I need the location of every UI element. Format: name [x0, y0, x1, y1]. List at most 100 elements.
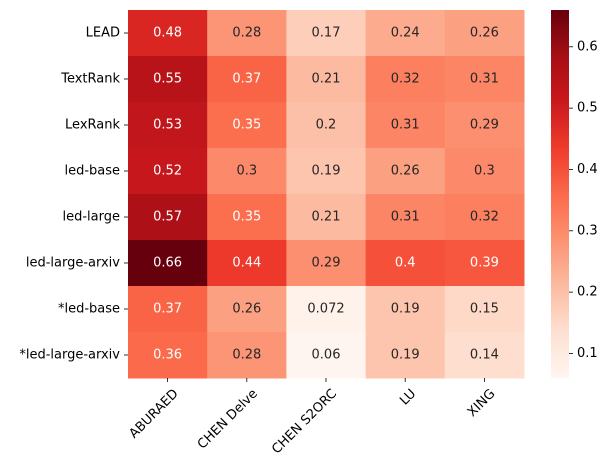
heatmap-cell: [128, 56, 208, 103]
cell-value-label: 0.28: [232, 348, 261, 363]
cell-value-label: 0.32: [470, 210, 499, 225]
heatmap-cell: [128, 240, 208, 287]
x-tick-label: LU: [397, 386, 419, 408]
heatmap-cell: [444, 194, 525, 241]
colorbar-gradient: [551, 10, 569, 378]
heatmap-cell: [286, 240, 367, 287]
cell-value-label: 0.21: [312, 210, 341, 225]
cell-value-label: 0.26: [470, 26, 499, 41]
heatmap-cell: [365, 10, 446, 57]
cell-value-label: 0.24: [391, 26, 420, 41]
heatmap-cell: [444, 102, 525, 149]
cell-value-label: 0.21: [312, 72, 341, 87]
cell-value-label: 0.57: [153, 210, 182, 225]
heatmap-cell: [365, 240, 446, 287]
y-tick-label: TextRank: [60, 72, 120, 87]
cell-value-label: 0.55: [153, 72, 182, 87]
cell-value-label: 0.072: [307, 302, 344, 317]
cell-value-label: 0.3: [236, 164, 257, 179]
colorbar-tick-label: 0.6: [577, 39, 598, 54]
heatmap-cell: [444, 286, 525, 333]
x-tick-label: XING: [465, 386, 499, 420]
cell-value-label: 0.28: [232, 26, 261, 41]
cell-value-label: 0.26: [391, 164, 420, 179]
cell-value-label: 0.37: [153, 302, 182, 317]
heatmap-cell: [207, 332, 287, 379]
heatmap-cell: [128, 10, 208, 57]
heatmap-cell: [207, 240, 287, 287]
heatmap-cell: [207, 56, 287, 103]
heatmap-cells: [128, 10, 525, 379]
heatmap-cell: [286, 194, 367, 241]
heatmap-cell: [207, 10, 287, 57]
y-tick-label: LexRank: [65, 118, 120, 133]
cell-value-label: 0.3: [474, 164, 495, 179]
heatmap-cell: [365, 56, 446, 103]
y-tick-label: *led-base: [58, 302, 120, 317]
heatmap-annotations: 0.48 0.28 0.17 0.24 0.26 0.55 0.37 0.21 0.32 0.31…: [153, 26, 499, 363]
cell-value-label: 0.26: [232, 302, 261, 317]
cell-value-label: 0.06: [312, 348, 341, 363]
colorbar-tick-label: 0.1: [577, 346, 598, 361]
cell-value-label: 0.48: [153, 26, 182, 41]
cell-value-label: 0.4: [395, 256, 416, 271]
y-tick-label: *led-large-arxiv: [19, 348, 120, 363]
heatmap-cell: [207, 286, 287, 333]
heatmap-cell: [444, 240, 525, 287]
cell-value-label: 0.2: [316, 118, 337, 133]
colorbar-tick-label: 0.2: [577, 285, 598, 300]
heatmap-cell: [365, 102, 446, 149]
heatmap-cell: [444, 332, 525, 379]
heatmap-cell: [128, 148, 208, 195]
heatmap-cell: [207, 102, 287, 149]
cell-value-label: 0.14: [470, 348, 499, 363]
cell-value-label: 0.66: [153, 256, 182, 271]
heatmap-cell: [286, 10, 367, 57]
cell-value-label: 0.31: [470, 72, 499, 87]
heatmap-cell: [128, 286, 208, 333]
heatmap-cell: [286, 148, 367, 195]
cell-value-label: 0.15: [470, 302, 499, 317]
colorbar: 0.1 0.2 0.3 0.4 0.5 0.6: [551, 10, 598, 378]
heatmap-cell: [286, 102, 367, 149]
colorbar-tick-label: 0.4: [577, 162, 598, 177]
colorbar-tick-label: 0.5: [577, 101, 598, 116]
heatmap-cell: [365, 148, 446, 195]
y-tick-label: led-large-arxiv: [26, 256, 120, 271]
cell-value-label: 0.19: [391, 302, 420, 317]
cell-value-label: 0.19: [391, 348, 420, 363]
cell-value-label: 0.37: [232, 72, 261, 87]
cell-value-label: 0.31: [391, 118, 420, 133]
cell-value-label: 0.17: [312, 26, 341, 41]
cell-value-label: 0.52: [153, 164, 182, 179]
y-tick-label: LEAD: [86, 26, 120, 41]
heatmap-cell: [128, 332, 208, 379]
heatmap-cell: [365, 194, 446, 241]
cell-value-label: 0.35: [232, 118, 261, 133]
heatmap-cell: [207, 148, 287, 195]
heatmap-cell: [128, 194, 208, 241]
heatmap-cell: [207, 194, 287, 241]
heatmap-cell: [444, 10, 525, 57]
cell-value-label: 0.19: [312, 164, 341, 179]
cell-value-label: 0.29: [312, 256, 341, 271]
x-axis: ABURAED CHEN Delve CHEN S2ORC LU XING: [127, 378, 499, 457]
cell-value-label: 0.44: [232, 256, 261, 271]
y-tick-label: led-large: [63, 210, 121, 225]
heatmap-cell: [286, 56, 367, 103]
heatmap-cell: [444, 148, 525, 195]
x-tick-label: ABURAED: [127, 386, 182, 441]
x-tick-label: CHEN S2ORC: [269, 386, 340, 457]
cell-value-label: 0.36: [153, 348, 182, 363]
heatmap-cell: [365, 286, 446, 333]
heatmap-cell: [444, 56, 525, 103]
cell-value-label: 0.39: [470, 256, 499, 271]
heatmap-cell: [286, 332, 367, 379]
heatmap-cell: [128, 102, 208, 149]
cell-value-label: 0.32: [391, 72, 420, 87]
cell-value-label: 0.53: [153, 118, 182, 133]
heatmap-cell: [365, 332, 446, 379]
heatmap-cell: [286, 286, 367, 333]
cell-value-label: 0.29: [470, 118, 499, 133]
